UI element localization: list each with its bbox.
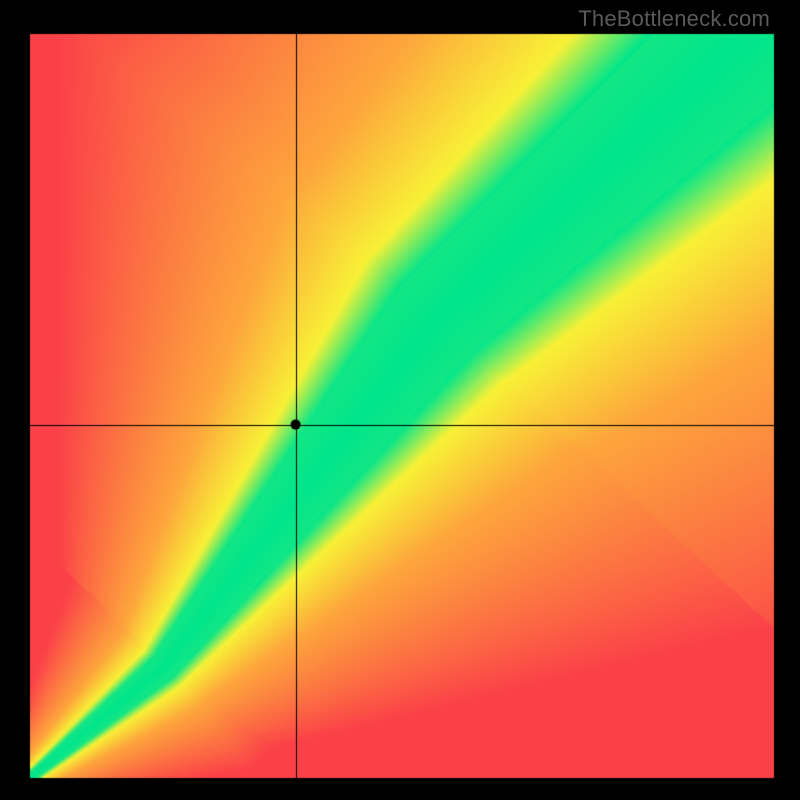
chart-container: TheBottleneck.com [0, 0, 800, 800]
watermark-label: TheBottleneck.com [578, 6, 770, 32]
bottleneck-heatmap [0, 0, 800, 800]
